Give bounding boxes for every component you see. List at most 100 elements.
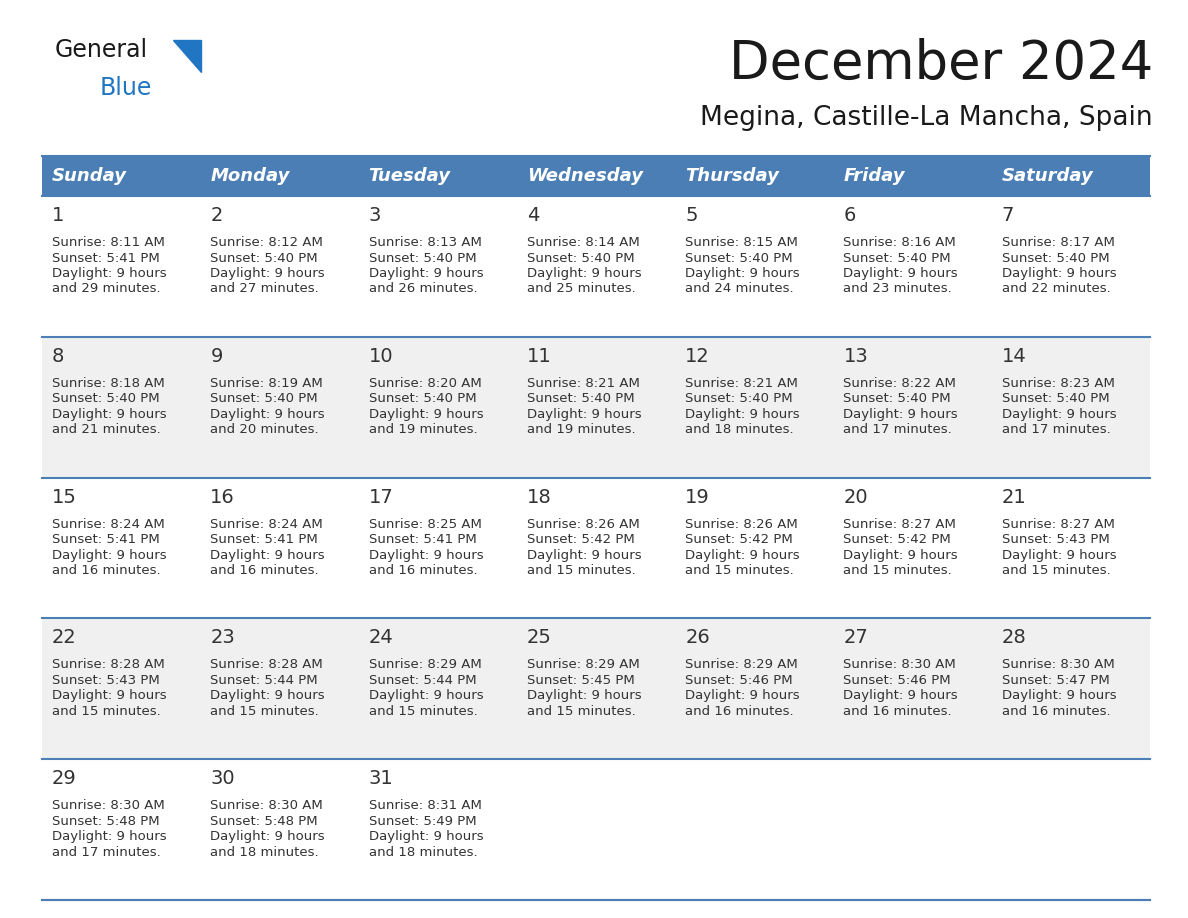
Text: Daylight: 9 hours: Daylight: 9 hours [526, 408, 642, 420]
Text: and 25 minutes.: and 25 minutes. [526, 283, 636, 296]
Text: 19: 19 [685, 487, 710, 507]
Bar [42, 619, 201, 759]
Text: and 20 minutes.: and 20 minutes. [210, 423, 318, 436]
Bar [42, 337, 201, 477]
Text: Sunrise: 8:29 AM: Sunrise: 8:29 AM [526, 658, 639, 671]
Text: Sunrise: 8:17 AM: Sunrise: 8:17 AM [1001, 236, 1114, 249]
Text: Daylight: 9 hours: Daylight: 9 hours [526, 689, 642, 702]
Text: and 15 minutes.: and 15 minutes. [210, 705, 320, 718]
Bar [517, 477, 675, 619]
Text: 9: 9 [210, 347, 222, 365]
Text: Daylight: 9 hours: Daylight: 9 hours [210, 549, 324, 562]
Text: Daylight: 9 hours: Daylight: 9 hours [843, 408, 958, 420]
Bar [201, 337, 359, 477]
Text: Tuesday: Tuesday [368, 167, 450, 185]
Bar [201, 156, 359, 196]
Text: Sunrise: 8:11 AM: Sunrise: 8:11 AM [52, 236, 165, 249]
Text: Sunrise: 8:27 AM: Sunrise: 8:27 AM [843, 518, 956, 531]
Text: Sunset: 5:40 PM: Sunset: 5:40 PM [685, 392, 792, 406]
Text: Sunrise: 8:30 AM: Sunrise: 8:30 AM [210, 800, 323, 812]
Text: and 15 minutes.: and 15 minutes. [368, 705, 478, 718]
Text: Sunset: 5:45 PM: Sunset: 5:45 PM [526, 674, 634, 687]
Bar [834, 156, 992, 196]
Text: Sunday: Sunday [52, 167, 127, 185]
Bar [517, 759, 675, 900]
Bar [359, 337, 517, 477]
Text: 22: 22 [52, 629, 77, 647]
Text: Sunrise: 8:16 AM: Sunrise: 8:16 AM [843, 236, 956, 249]
Text: Sunset: 5:40 PM: Sunset: 5:40 PM [843, 392, 952, 406]
Text: Sunset: 5:48 PM: Sunset: 5:48 PM [52, 814, 159, 828]
Text: Daylight: 9 hours: Daylight: 9 hours [526, 549, 642, 562]
Text: and 16 minutes.: and 16 minutes. [1001, 705, 1111, 718]
Text: Sunset: 5:41 PM: Sunset: 5:41 PM [52, 252, 159, 264]
Text: 4: 4 [526, 206, 539, 225]
Text: 16: 16 [210, 487, 235, 507]
Text: Sunrise: 8:22 AM: Sunrise: 8:22 AM [843, 376, 956, 390]
Text: Sunset: 5:42 PM: Sunset: 5:42 PM [526, 533, 634, 546]
Text: Wednesday: Wednesday [526, 167, 643, 185]
Text: Daylight: 9 hours: Daylight: 9 hours [368, 689, 484, 702]
Text: 3: 3 [368, 206, 381, 225]
Text: and 15 minutes.: and 15 minutes. [526, 564, 636, 577]
Text: 6: 6 [843, 206, 855, 225]
Bar [201, 759, 359, 900]
Bar [992, 337, 1150, 477]
Bar [517, 156, 675, 196]
Bar [42, 759, 201, 900]
Bar [992, 759, 1150, 900]
Text: Sunrise: 8:25 AM: Sunrise: 8:25 AM [368, 518, 481, 531]
Text: 11: 11 [526, 347, 551, 365]
Text: Sunset: 5:41 PM: Sunset: 5:41 PM [52, 533, 159, 546]
Text: Sunset: 5:40 PM: Sunset: 5:40 PM [685, 252, 792, 264]
Text: and 23 minutes.: and 23 minutes. [843, 283, 952, 296]
Text: Daylight: 9 hours: Daylight: 9 hours [843, 689, 958, 702]
Text: Sunrise: 8:13 AM: Sunrise: 8:13 AM [368, 236, 481, 249]
Text: and 16 minutes.: and 16 minutes. [843, 705, 952, 718]
Text: and 29 minutes.: and 29 minutes. [52, 283, 160, 296]
Bar [675, 759, 834, 900]
Bar [675, 337, 834, 477]
Text: Daylight: 9 hours: Daylight: 9 hours [685, 549, 800, 562]
Text: 5: 5 [685, 206, 697, 225]
Text: Sunset: 5:40 PM: Sunset: 5:40 PM [368, 392, 476, 406]
Text: Sunrise: 8:26 AM: Sunrise: 8:26 AM [685, 518, 798, 531]
Text: December 2024: December 2024 [728, 38, 1154, 90]
Bar [675, 196, 834, 337]
Text: Daylight: 9 hours: Daylight: 9 hours [1001, 689, 1117, 702]
Text: General: General [55, 38, 148, 62]
Bar [359, 619, 517, 759]
Text: Sunset: 5:40 PM: Sunset: 5:40 PM [526, 392, 634, 406]
Text: Sunset: 5:40 PM: Sunset: 5:40 PM [210, 392, 318, 406]
Text: Sunrise: 8:18 AM: Sunrise: 8:18 AM [52, 376, 165, 390]
Text: 30: 30 [210, 769, 235, 789]
Text: Sunset: 5:40 PM: Sunset: 5:40 PM [526, 252, 634, 264]
Text: Thursday: Thursday [685, 167, 779, 185]
Text: 20: 20 [843, 487, 868, 507]
Text: Daylight: 9 hours: Daylight: 9 hours [368, 830, 484, 844]
Text: 28: 28 [1001, 629, 1026, 647]
Text: and 15 minutes.: and 15 minutes. [526, 705, 636, 718]
Text: Sunrise: 8:28 AM: Sunrise: 8:28 AM [52, 658, 165, 671]
Text: 25: 25 [526, 629, 551, 647]
Bar [201, 477, 359, 619]
Text: Daylight: 9 hours: Daylight: 9 hours [52, 267, 166, 280]
Text: Sunrise: 8:26 AM: Sunrise: 8:26 AM [526, 518, 639, 531]
Text: and 16 minutes.: and 16 minutes. [685, 705, 794, 718]
Text: 21: 21 [1001, 487, 1026, 507]
Text: and 26 minutes.: and 26 minutes. [368, 283, 478, 296]
Text: Daylight: 9 hours: Daylight: 9 hours [1001, 408, 1117, 420]
Text: Sunrise: 8:21 AM: Sunrise: 8:21 AM [685, 376, 798, 390]
Text: and 15 minutes.: and 15 minutes. [52, 705, 160, 718]
Text: and 17 minutes.: and 17 minutes. [843, 423, 952, 436]
Text: Daylight: 9 hours: Daylight: 9 hours [368, 549, 484, 562]
Bar [517, 337, 675, 477]
Polygon shape [173, 40, 201, 72]
Text: 29: 29 [52, 769, 77, 789]
Text: Sunrise: 8:30 AM: Sunrise: 8:30 AM [843, 658, 956, 671]
Text: Sunrise: 8:20 AM: Sunrise: 8:20 AM [368, 376, 481, 390]
Text: Sunset: 5:40 PM: Sunset: 5:40 PM [1001, 392, 1110, 406]
Text: and 18 minutes.: and 18 minutes. [685, 423, 794, 436]
Text: 24: 24 [368, 629, 393, 647]
Text: and 18 minutes.: and 18 minutes. [210, 845, 318, 858]
